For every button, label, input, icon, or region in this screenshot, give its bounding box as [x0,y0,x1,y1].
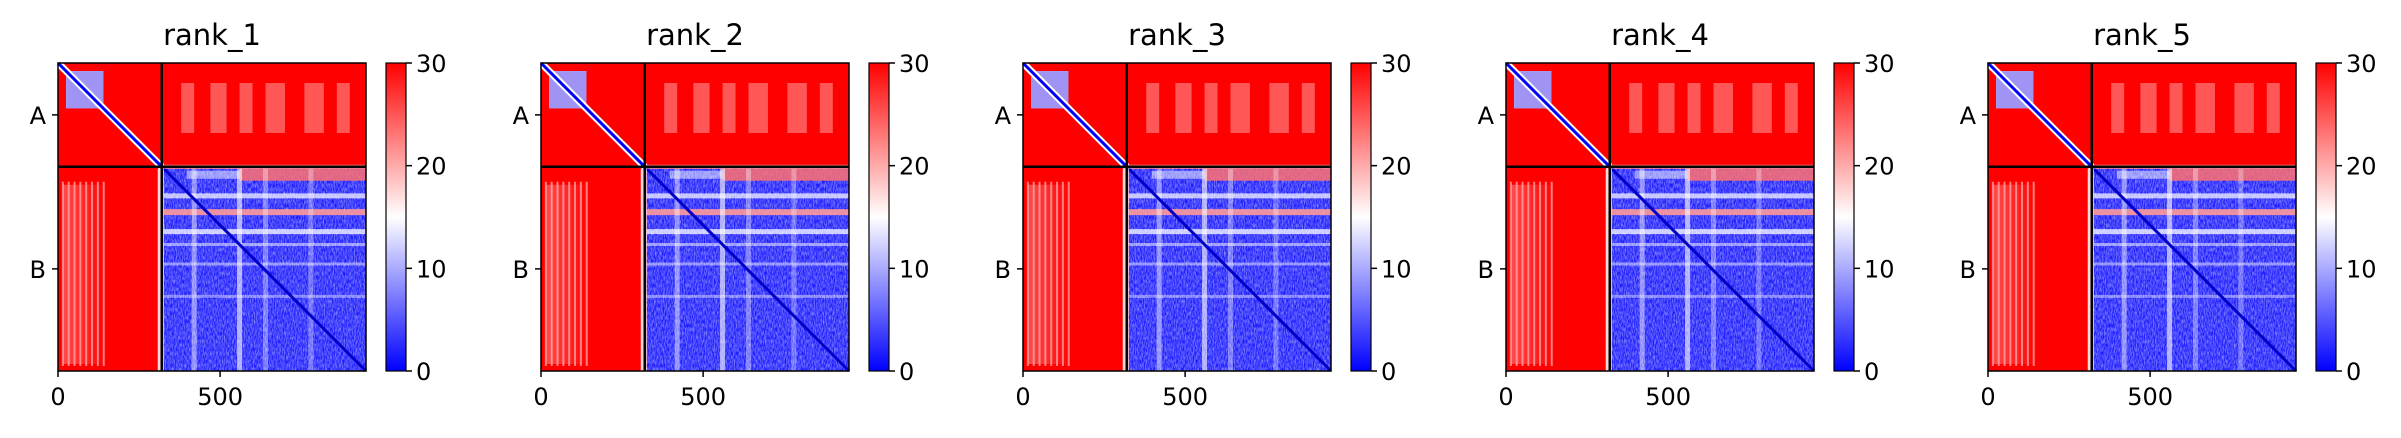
chain-a-intra-block [1020,60,1130,170]
y-tick-label: A [513,102,530,130]
chart-panel-2: rank_2 A B 0 500 0 10 20 30 [513,18,930,411]
inter-chain-pattern-bottom [1991,181,2037,366]
inter-chain-pattern-bottom [1026,181,1072,366]
x-tick-label: 500 [1162,383,1208,411]
y-tick-label: B [1960,256,1976,284]
colorbar-tick-label: 20 [416,153,447,181]
colorbar-tick-label: 30 [1381,50,1412,78]
axes-frame [1987,62,2297,372]
axes-frame [57,62,367,372]
x-tick-label: 0 [1980,383,1995,411]
colorbar-tick-label: 20 [2346,153,2377,181]
colorbar: 0 10 20 30 [1833,50,1895,386]
x-tick-label: 0 [50,383,65,411]
y-tick-label: B [1478,256,1494,284]
colorbar-tick-label: 0 [1864,358,1879,386]
chain-a-intra-block [55,60,165,170]
colorbar: 0 10 20 30 [2315,50,2377,386]
inter-chain-pattern-bottom [1509,181,1555,366]
x-tick-label: 500 [1645,383,1691,411]
colorbar-tick-label: 0 [1381,358,1396,386]
chain-a-intra-block [1503,60,1613,170]
y-tick-label: B [513,256,529,284]
inter-chain-pattern-top [1146,83,1315,133]
x-tick-label: 0 [1498,383,1513,411]
y-tick-label: A [1478,102,1495,130]
x-tick-label: 500 [680,383,726,411]
y-tick-label: B [30,256,46,284]
chart-title: rank_3 [1128,18,1226,52]
inter-chain-pattern-bottom [544,181,590,366]
colorbar-tick-label: 10 [1381,255,1412,283]
colorbar-gradient [868,62,890,372]
colorbar-tick-label: 30 [2346,50,2377,78]
axes-frame [540,62,850,372]
chart-title: rank_5 [2093,18,2191,52]
axes-frame [1505,62,1815,372]
colorbar-gradient [1833,62,1855,372]
colorbar-tick-label: 10 [1864,255,1895,283]
colorbar-tick-label: 0 [899,358,914,386]
y-tick-label: A [30,102,47,130]
colorbar-gradient [1350,62,1372,372]
colorbar-tick-label: 20 [1381,153,1412,181]
inter-chain-pattern-top [664,83,833,133]
chart-panel-4: rank_4 A B 0 500 0 10 20 30 [1478,18,1895,411]
inter-chain-pattern-top [181,83,350,133]
inter-chain-pattern-top [2111,83,2280,133]
chart-title: rank_4 [1611,18,1709,52]
colorbar-tick-label: 10 [416,255,447,283]
y-tick-label: B [995,256,1011,284]
colorbar: 0 10 20 30 [868,50,930,386]
chain-b-intra-block [2087,164,2298,373]
colorbar-tick-label: 10 [899,255,930,283]
chart-panel-1: rank_1 A B 0 500 0 10 20 30 [30,18,447,411]
colorbar-tick-label: 0 [2346,358,2361,386]
colorbar-tick-label: 20 [899,153,930,181]
colorbar-gradient [385,62,407,372]
colorbar-tick-label: 0 [416,358,431,386]
inter-chain-pattern-top [1629,83,1798,133]
x-tick-label: 0 [533,383,548,411]
x-tick-label: 0 [1015,383,1030,411]
colorbar: 0 10 20 30 [1350,50,1412,386]
colorbar-tick-label: 30 [416,50,447,78]
chain-a-intra-block [538,60,648,170]
chain-b-intra-block [157,164,368,373]
chain-b-intra-block [640,164,851,373]
y-tick-label: A [1960,102,1977,130]
chart-panel-3: rank_3 A B 0 500 0 10 20 30 [995,18,1412,411]
y-tick-label: A [995,102,1012,130]
chart-panel-5: rank_5 A B 0 500 0 10 20 30 [1960,18,2377,411]
inter-chain-pattern-bottom [61,181,107,366]
colorbar-tick-label: 30 [1864,50,1895,78]
colorbar-tick-label: 30 [899,50,930,78]
colorbar-tick-label: 10 [2346,255,2377,283]
axes-frame [1022,62,1332,372]
colorbar-gradient [2315,62,2337,372]
chart-title: rank_2 [646,18,744,52]
x-tick-label: 500 [2127,383,2173,411]
chain-a-intra-block [1985,60,2095,170]
chart-title: rank_1 [163,18,261,52]
chain-b-intra-block [1122,164,1333,373]
colorbar: 0 10 20 30 [385,50,447,386]
x-tick-label: 500 [197,383,243,411]
chain-b-intra-block [1605,164,1816,373]
colorbar-tick-label: 20 [1864,153,1895,181]
